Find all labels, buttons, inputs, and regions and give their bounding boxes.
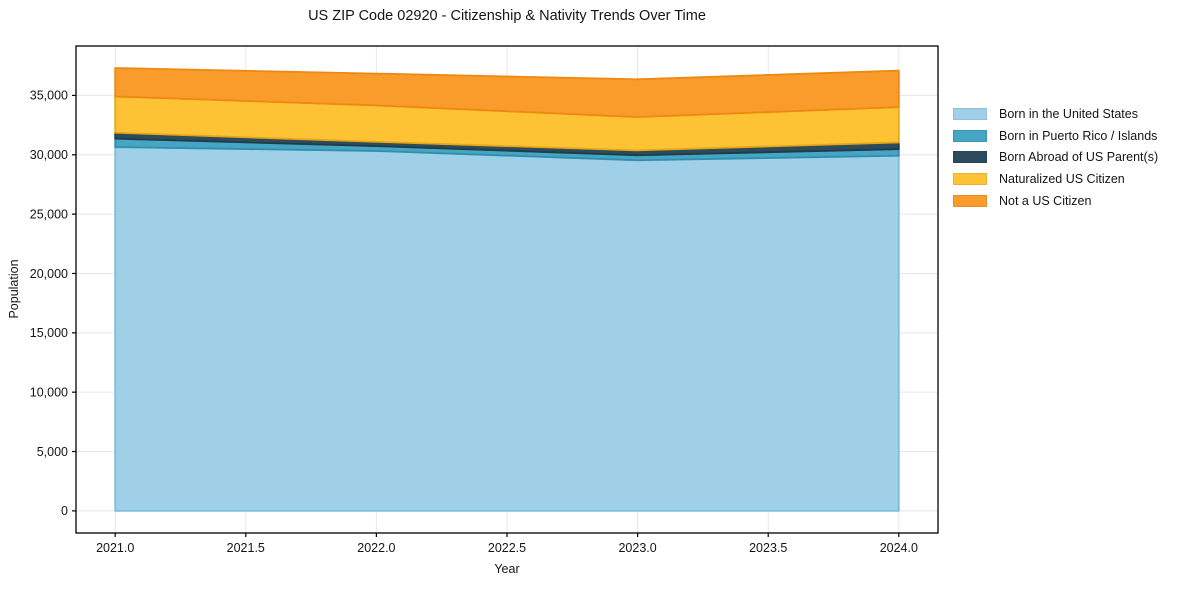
y-tick-label: 10,000 — [30, 385, 68, 399]
legend-label: Born Abroad of US Parent(s) — [999, 150, 1159, 165]
legend-label: Not a US Citizen — [999, 194, 1092, 209]
y-tick-label: 25,000 — [30, 207, 68, 221]
legend-label: Naturalized US Citizen — [999, 172, 1125, 187]
legend: Born in the United States Born in Puerto… — [953, 103, 1158, 212]
legend-item: Born in Puerto Rico / Islands — [953, 125, 1158, 147]
legend-swatch-naturalized — [953, 173, 987, 186]
legend-label: Born in the United States — [999, 106, 1138, 121]
y-tick-label: 5,000 — [37, 445, 68, 459]
x-tick-label: 2023.0 — [618, 541, 656, 555]
y-axis-label: Population — [7, 259, 21, 319]
legend-item: Naturalized US Citizen — [953, 168, 1158, 190]
y-tick-label: 35,000 — [30, 89, 68, 103]
x-tick-label: 2021.0 — [96, 541, 134, 555]
legend-item: Born Abroad of US Parent(s) — [953, 147, 1158, 169]
x-tick-label: 2021.5 — [227, 541, 265, 555]
legend-item: Born in the United States — [953, 103, 1158, 125]
legend-item: Not a US Citizen — [953, 190, 1158, 212]
x-tick-label: 2022.5 — [488, 541, 526, 555]
x-axis-label: Year — [494, 562, 520, 576]
legend-label: Born in Puerto Rico / Islands — [999, 128, 1158, 143]
y-tick-label: 15,000 — [30, 326, 68, 340]
x-tick-label: 2022.0 — [357, 541, 395, 555]
area-series-4 — [114, 67, 900, 118]
x-tick-label: 2024.0 — [880, 541, 918, 555]
chart-title: US ZIP Code 02920 - Citizenship & Nativi… — [308, 8, 706, 24]
legend-swatch-puerto-rico-islands — [953, 129, 987, 142]
area-series-0 — [114, 146, 900, 512]
legend-swatch-born-in-us — [953, 107, 987, 120]
legend-swatch-not-citizen — [953, 195, 987, 208]
x-tick-label: 2023.5 — [749, 541, 787, 555]
legend-swatch-born-abroad — [953, 151, 987, 164]
y-tick-label: 0 — [61, 504, 68, 518]
y-tick-label: 30,000 — [30, 148, 68, 162]
y-tick-label: 20,000 — [30, 267, 68, 281]
